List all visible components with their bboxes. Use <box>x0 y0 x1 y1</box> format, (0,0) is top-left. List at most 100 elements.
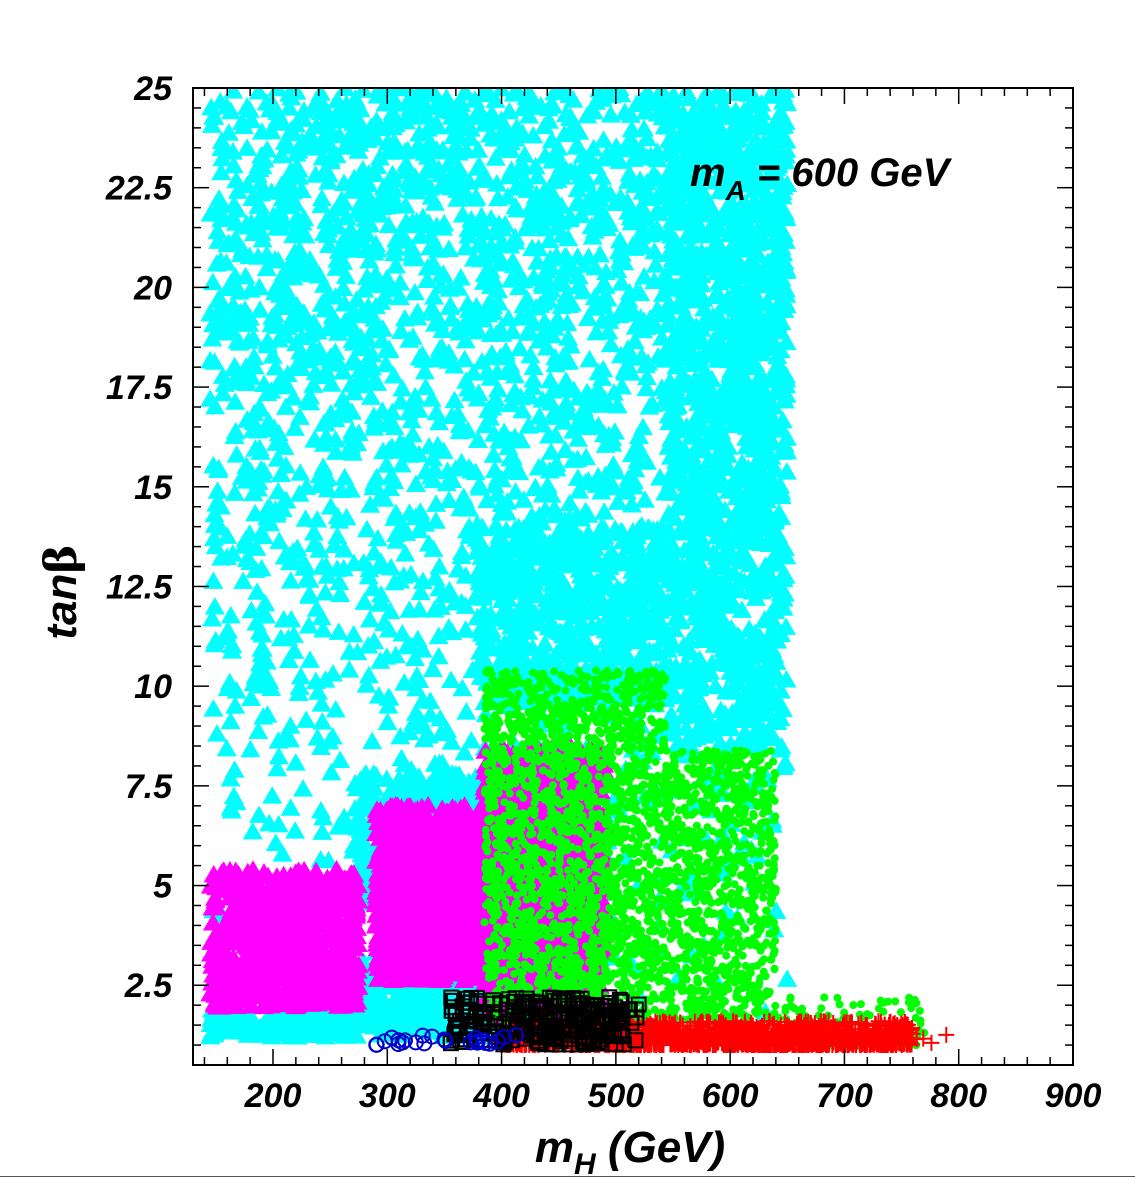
triangle-point <box>397 636 418 654</box>
triangle-point <box>290 666 311 685</box>
triangle-point <box>777 969 798 987</box>
triangle-point <box>528 457 549 476</box>
triangle-point <box>240 739 261 758</box>
triangle-point <box>454 743 475 761</box>
triangle-point <box>391 748 412 767</box>
triangle-point <box>455 88 476 101</box>
triangle-point <box>329 572 350 591</box>
triangle-point <box>305 165 326 183</box>
triangle-point <box>652 107 673 126</box>
triangle-point <box>518 416 539 434</box>
triangle-point <box>501 394 522 413</box>
triangle-point <box>335 88 356 96</box>
triangle-point <box>438 239 459 257</box>
triangle-point <box>383 366 404 384</box>
triangle-point <box>475 299 496 318</box>
triangle-point <box>438 154 459 172</box>
triangle-point <box>444 390 465 409</box>
triangle-point <box>212 136 233 155</box>
triangle-point <box>468 383 489 402</box>
triangle-point <box>487 468 508 486</box>
triangle-point <box>413 88 434 97</box>
triangle-point <box>471 351 492 370</box>
triangle-point <box>452 205 473 223</box>
triangle-point <box>392 624 413 642</box>
triangle-point <box>318 850 339 869</box>
triangle-point <box>541 130 562 149</box>
triangle-point <box>540 393 561 411</box>
triangle-point <box>311 607 332 626</box>
triangle-point <box>537 337 558 356</box>
triangle-point <box>509 338 530 357</box>
triangle-point <box>542 381 563 399</box>
triangle-point <box>421 389 442 407</box>
triangle-point <box>311 188 332 207</box>
triangle-point <box>312 822 333 840</box>
triangle-point <box>539 426 560 444</box>
triangle-point <box>594 502 615 520</box>
triangle-point <box>773 756 794 774</box>
triangle-point <box>498 308 519 327</box>
triangle-point <box>331 480 352 499</box>
triangle-point <box>283 388 304 406</box>
triangle-point <box>328 622 349 640</box>
triangle-point <box>441 732 462 750</box>
triangle-point <box>204 107 225 125</box>
triangle-point <box>243 328 264 347</box>
triangle-point <box>508 265 529 283</box>
triangle-point <box>410 582 431 601</box>
triangle-point <box>303 523 324 541</box>
triangle-point <box>365 234 386 253</box>
triangle-point <box>343 624 364 643</box>
triangle-point <box>497 186 518 205</box>
triangle-point <box>632 417 653 436</box>
triangle-point <box>539 230 560 249</box>
triangle-point <box>218 123 239 141</box>
triangle-point <box>269 531 290 550</box>
triangle-point <box>255 593 276 612</box>
triangle-point <box>295 509 316 527</box>
triangle-point <box>607 260 628 278</box>
triangle-point <box>502 447 523 465</box>
triangle-point <box>377 712 398 731</box>
triangle-point <box>471 235 492 254</box>
triangle-point <box>260 513 281 532</box>
triangle-point <box>205 396 226 415</box>
triangle-point <box>488 379 509 398</box>
triangle-point <box>579 349 600 368</box>
triangle-point <box>267 758 288 777</box>
triangle-point <box>365 128 386 146</box>
triangle-point <box>623 470 644 488</box>
triangle-point <box>559 493 580 512</box>
triangle-point <box>469 475 490 493</box>
triangle-point <box>409 123 430 142</box>
triangle-point <box>249 277 270 296</box>
triangle-point <box>616 482 637 500</box>
triangle-point <box>637 128 658 147</box>
triangle-point <box>212 366 233 384</box>
triangle-point <box>296 710 317 728</box>
triangle-point <box>237 138 258 156</box>
triangle-point <box>334 137 355 155</box>
triangle-point <box>555 440 576 459</box>
triangle-point <box>593 130 614 148</box>
triangle-point <box>206 724 227 742</box>
triangle-point <box>225 696 246 714</box>
triangle-point <box>702 653 723 672</box>
triangle-point <box>225 392 246 410</box>
triangle-point <box>456 702 477 720</box>
triangle-point <box>452 678 473 697</box>
triangle-point <box>414 729 435 748</box>
triangle-point <box>359 609 380 628</box>
triangle-point <box>390 392 411 410</box>
triangle-point <box>356 519 377 538</box>
triangle-point <box>424 88 445 102</box>
triangle-point <box>452 542 473 561</box>
triangle-point <box>279 98 300 116</box>
triangle-point <box>621 212 642 231</box>
triangle-point <box>650 468 671 486</box>
triangle-point <box>262 786 283 804</box>
triangle-point <box>451 452 472 471</box>
triangle-point <box>590 244 611 263</box>
